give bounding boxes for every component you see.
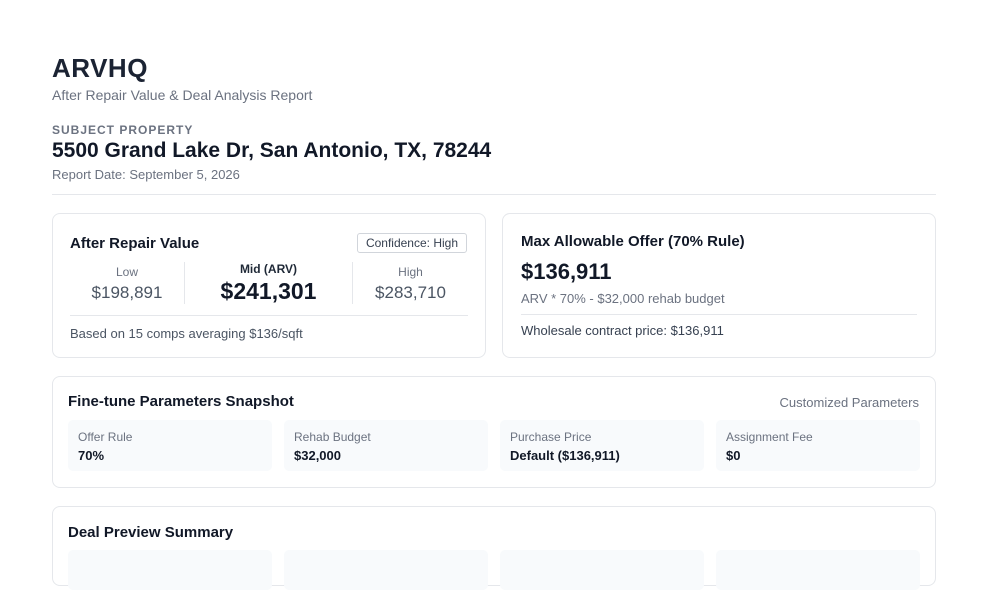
deal-tile [500,550,704,590]
arv-card-divider [70,315,468,316]
arv-range: Low $198,891 Mid (ARV) $241,301 High $28… [70,262,468,304]
param-label: Assignment Fee [726,430,813,444]
arv-low-value: $198,891 [91,283,163,302]
deal-tile [284,550,488,590]
mao-value: $136,911 [521,259,612,284]
param-rehab-budget: Rehab Budget $32,000 [284,420,488,471]
mao-card-title: Max Allowable Offer (70% Rule) [521,233,745,250]
report-date: Report Date: September 5, 2026 [52,167,240,182]
param-label: Rehab Budget [294,430,371,444]
arv-card-title: After Repair Value [70,235,200,252]
param-value: $32,000 [294,448,341,463]
mao-card: Max Allowable Offer (70% Rule) $136,911 … [502,213,936,358]
subject-property-label: SUBJECT PROPERTY [52,123,194,137]
param-assignment-fee: Assignment Fee $0 [716,420,920,471]
range-divider [184,262,185,304]
arv-low: Low $198,891 [70,262,184,304]
param-value: 70% [78,448,105,463]
params-card-title: Fine-tune Parameters Snapshot [68,393,294,410]
mao-formula: ARV * 70% - $32,000 rehab budget [521,291,725,306]
arv-high-label: High [398,265,423,279]
param-purchase-price: Purchase Price Default ($136,911) [500,420,704,471]
arv-mid-label: Mid (ARV) [239,262,298,276]
arv-low-label: Low [115,265,138,279]
report-tagline: After Repair Value & Deal Analysis Repor… [52,87,313,103]
param-label: Purchase Price [510,430,592,444]
header-divider [52,194,936,195]
deal-preview-title: Deal Preview Summary [68,524,234,541]
brand-title: ARVHQ [52,53,148,83]
param-value: Default ($136,911) [510,448,620,463]
arv-card: After Repair Value Confidence: High Low … [52,213,486,358]
params-card: Fine-tune Parameters Snapshot Customized… [52,376,936,488]
report-page: ARVHQ After Repair Value & Deal Analysis… [52,53,936,586]
mao-card-divider [521,314,917,315]
param-value: $0 [726,448,741,463]
param-label: Offer Rule [78,430,133,444]
param-offer-rule: Offer Rule 70% [68,420,272,471]
deal-preview-card: Deal Preview Summary [52,506,936,590]
arv-high: High $283,710 [353,262,468,304]
property-address: 5500 Grand Lake Dr, San Antonio, TX, 782… [52,139,492,162]
arv-high-value: $283,710 [375,283,446,302]
wholesale-price: Wholesale contract price: $136,911 [521,323,724,338]
customized-parameters-label: Customized Parameters [779,395,919,410]
arv-mid: Mid (ARV) $241,301 [185,262,352,304]
arv-mid-value: $241,301 [220,278,317,304]
deal-tile [716,550,920,590]
comps-note: Based on 15 comps averaging $136/sqft [70,326,303,341]
confidence-badge: Confidence: High [356,233,467,253]
deal-tile [68,550,272,590]
range-divider [352,262,353,304]
